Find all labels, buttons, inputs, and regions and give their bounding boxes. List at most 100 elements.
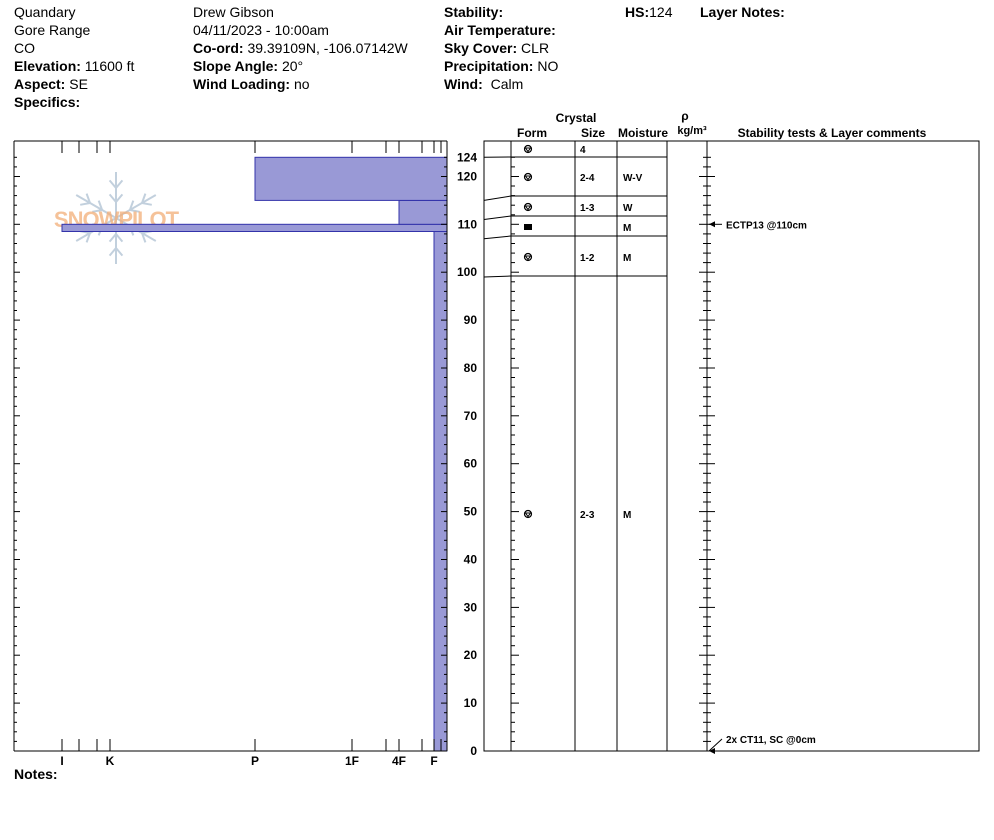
height-tick-label: 20 bbox=[464, 648, 478, 662]
moisture-label: M bbox=[623, 510, 631, 521]
snowflake-arm bbox=[115, 194, 157, 219]
stability-row: Stability: bbox=[444, 3, 503, 21]
faceted-rounded-circle bbox=[523, 202, 533, 212]
snowflake-branch bbox=[85, 193, 91, 204]
crystal-size-label: 1-3 bbox=[580, 203, 595, 214]
hs-label: HS: bbox=[625, 4, 650, 20]
stability-test-label: ECTP13 @110cm bbox=[726, 220, 807, 231]
snowflake-branch bbox=[97, 200, 104, 211]
air-temp-label: Air Temperature: bbox=[444, 22, 556, 38]
observer: Drew Gibson bbox=[193, 4, 274, 20]
height-tick-label: 10 bbox=[464, 696, 478, 710]
precip-label: Precipitation: bbox=[444, 58, 534, 74]
faceted-rounded-icon bbox=[523, 252, 533, 262]
air-temp-row: Air Temperature: bbox=[444, 21, 556, 39]
crystal-size-label: 4 bbox=[580, 145, 586, 156]
snowflake-branch bbox=[141, 202, 152, 206]
snowflake-branch bbox=[129, 209, 140, 213]
stability-label: Stability: bbox=[444, 4, 504, 20]
snowpilot-logo: SNOWPILOT bbox=[54, 172, 181, 264]
layer-notes-row: Layer Notes: bbox=[700, 3, 785, 21]
precip-row: Precipitation: NO bbox=[444, 57, 558, 75]
layer-boundary-connector bbox=[483, 235, 512, 240]
snowflake-branch bbox=[141, 232, 147, 243]
coord-label: Co-ord: bbox=[193, 40, 244, 56]
height-tick-label: 100 bbox=[457, 265, 477, 279]
hardness-layer-bar bbox=[61, 223, 448, 233]
hs-row: HS:124 bbox=[625, 3, 672, 21]
faceted-rounded-icon bbox=[523, 202, 533, 212]
coord-row: Co-ord: 39.39109N, -106.07142W bbox=[193, 39, 408, 57]
stability-test-arrow bbox=[709, 748, 715, 754]
layer-notes-label: Layer Notes: bbox=[700, 4, 785, 20]
snowflake-branch bbox=[141, 193, 147, 204]
faceted-rounded-facet bbox=[524, 205, 532, 211]
height-tick-label: 50 bbox=[464, 505, 478, 519]
elevation-label: Elevation: bbox=[14, 58, 81, 74]
height-tick-label: 110 bbox=[458, 217, 478, 231]
moisture-header: Moisture bbox=[618, 126, 668, 140]
slope-value: 20° bbox=[281, 58, 304, 74]
snowflake-branch bbox=[115, 247, 124, 257]
crystal-size-label: 1-2 bbox=[580, 253, 595, 264]
wind-loading-row: Wind Loading: no bbox=[193, 75, 310, 93]
density-unit-header: kg/m³ bbox=[677, 125, 707, 137]
height-tick-label: 90 bbox=[464, 313, 478, 327]
snowflake-branch bbox=[115, 179, 124, 189]
stability-test-arrow bbox=[709, 221, 715, 228]
layer-boundary-connector bbox=[483, 275, 512, 278]
wind-value: Calm bbox=[490, 76, 524, 92]
height-tick-label: 0 bbox=[470, 744, 477, 758]
height-tick-label: 124 bbox=[457, 150, 477, 164]
faceted-rounded-icon bbox=[523, 172, 533, 182]
height-tick-label: 80 bbox=[464, 361, 478, 375]
sky-label: Sky Cover: bbox=[444, 40, 518, 56]
faceted-rounded-circle bbox=[523, 172, 533, 182]
snowflake-branch bbox=[115, 193, 124, 203]
faceted-rounded-facet bbox=[524, 512, 532, 518]
slope-row: Slope Angle: 20° bbox=[193, 57, 303, 75]
height-tick-label: 70 bbox=[464, 409, 478, 423]
elevation-value: 11600 ft bbox=[84, 58, 135, 74]
moisture-label: W bbox=[623, 203, 633, 214]
faceted-rounded-circle bbox=[523, 144, 533, 154]
state: CO bbox=[14, 40, 35, 56]
comments-header: Stability tests & Layer comments bbox=[738, 126, 927, 140]
moisture-label: M bbox=[623, 253, 631, 264]
snowflake-branch bbox=[108, 193, 117, 203]
snowflake-branch bbox=[108, 247, 117, 257]
notes-label: Notes: bbox=[14, 766, 58, 782]
wind-loading-value: no bbox=[293, 76, 310, 92]
datetime: 04/11/2023 - 10:00am bbox=[193, 22, 329, 38]
density-rho-header: ρ bbox=[681, 109, 688, 123]
notes-row: Notes: bbox=[14, 765, 58, 783]
wind-loading-label: Wind Loading: bbox=[193, 76, 291, 92]
hardness-layer-bar bbox=[254, 156, 448, 201]
height-tick-label: 40 bbox=[464, 553, 478, 567]
specifics-label: Specifics: bbox=[14, 94, 81, 110]
snowflake-branch bbox=[115, 233, 124, 243]
form-header: Form bbox=[517, 126, 547, 140]
crystal-size-label: 2-3 bbox=[580, 510, 595, 521]
faceted-rounded-circle bbox=[523, 252, 533, 262]
ice-layer-icon bbox=[524, 224, 532, 230]
faceted-rounded-facet bbox=[524, 147, 532, 153]
snowflake-branch bbox=[128, 200, 135, 211]
hs-value: 124 bbox=[649, 4, 673, 20]
faceted-rounded-icon bbox=[523, 144, 533, 154]
faceted-rounded-circle bbox=[523, 509, 533, 519]
hardness-tick-label: 1F bbox=[345, 754, 359, 768]
size-header: Size bbox=[581, 126, 605, 140]
height-tick-label: 60 bbox=[464, 457, 478, 471]
location: Quandary bbox=[14, 4, 76, 20]
faceted-rounded-facet bbox=[524, 255, 532, 261]
layer-boundary-connector bbox=[483, 215, 512, 220]
stability-test-leader bbox=[708, 738, 723, 752]
hardness-tick-label: I bbox=[60, 754, 63, 768]
hardness-tick-label: 4F bbox=[392, 754, 406, 768]
coord-value: 39.39109N, -106.07142W bbox=[247, 40, 408, 56]
snowflake-branch bbox=[92, 209, 103, 213]
hardness-tick-label: K bbox=[106, 754, 115, 768]
stability-test-label: 2x CT11, SC @0cm bbox=[726, 735, 816, 746]
